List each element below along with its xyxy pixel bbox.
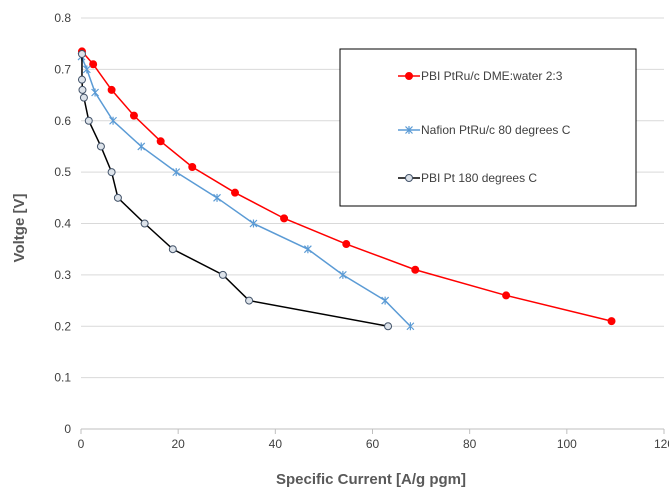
- y-tick-label: 0.5: [54, 165, 71, 179]
- x-tick-label: 120: [654, 437, 669, 451]
- legend-label: PBI Pt 180 degrees C: [421, 171, 537, 185]
- legend-box: [339, 48, 637, 207]
- series-line: [81, 50, 612, 322]
- data-point: [77, 75, 86, 84]
- y-tick-labels: 0 0.1 0.2 0.3 0.4 0.5 0.6 0.7 0.8: [54, 11, 71, 436]
- data-point: [249, 219, 258, 228]
- data-point: [82, 65, 91, 74]
- data-point: [113, 193, 122, 202]
- series-line: [80, 56, 411, 327]
- data-point: [129, 111, 138, 120]
- data-point: [137, 142, 146, 151]
- legend: PBI PtRu/c DME:water 2:3 Nafion PtRu/c 80…: [339, 48, 637, 207]
- data-point: [411, 265, 420, 274]
- data-point: [342, 240, 351, 249]
- y-tick-label: 0: [64, 422, 71, 436]
- y-tick-label: 0.6: [54, 114, 71, 128]
- data-point: [96, 142, 105, 151]
- y-tick-label: 0.4: [54, 217, 71, 231]
- data-point: [109, 116, 117, 125]
- data-point: [231, 188, 240, 197]
- data-point: [107, 168, 116, 177]
- data-point: [168, 245, 177, 254]
- y-tick-label: 0.1: [54, 371, 71, 385]
- y-tick-label: 0.3: [54, 268, 71, 282]
- data-point: [338, 270, 347, 279]
- x-tick-label: 0: [78, 437, 85, 451]
- y-tick-label: 0.8: [54, 11, 71, 25]
- x-tick-label: 20: [171, 437, 185, 451]
- data-point: [607, 317, 616, 326]
- x-tick-label: 80: [463, 437, 477, 451]
- x-tick-label: 100: [557, 437, 577, 451]
- x-tick-label: 60: [366, 437, 380, 451]
- data-point: [502, 291, 511, 300]
- series-1: [77, 47, 616, 326]
- data-series: [77, 47, 616, 331]
- x-tick-label: 40: [269, 437, 283, 451]
- legend-item: PBI Pt 180 degrees C: [398, 171, 537, 185]
- x-tick-labels: 0 20 40 60 80 100 120: [78, 437, 669, 451]
- series-2: [77, 52, 415, 331]
- data-point: [280, 214, 289, 223]
- data-point: [188, 162, 197, 171]
- data-point: [405, 126, 413, 134]
- x-axis-title: Specific Current [A/g pgm]: [276, 471, 466, 488]
- data-point: [172, 168, 181, 177]
- data-point: [213, 193, 221, 202]
- data-point: [107, 85, 116, 94]
- data-point: [89, 60, 98, 69]
- data-point: [406, 322, 415, 331]
- data-point: [384, 322, 393, 331]
- data-point: [77, 49, 86, 58]
- data-point: [140, 219, 149, 228]
- legend-item: PBI PtRu/c DME:water 2:3: [398, 69, 563, 83]
- data-point: [78, 85, 87, 94]
- data-point: [405, 72, 413, 80]
- data-point: [245, 296, 254, 305]
- y-axis-title: Voltge [V]: [11, 194, 28, 263]
- data-point: [156, 137, 165, 146]
- legend-label: Nafion PtRu/c 80 degrees C: [421, 123, 571, 137]
- data-point: [91, 88, 100, 97]
- data-point: [84, 116, 93, 125]
- y-tick-label: 0.2: [54, 319, 71, 333]
- data-point: [381, 296, 390, 305]
- data-point: [79, 93, 88, 102]
- axes: [80, 428, 665, 434]
- legend-label: PBI PtRu/c DME:water 2:3: [421, 69, 563, 83]
- data-point: [405, 174, 413, 182]
- series-3: [77, 49, 393, 331]
- data-point: [303, 245, 312, 254]
- y-tick-label: 0.7: [54, 62, 71, 76]
- legend-item: Nafion PtRu/c 80 degrees C: [398, 123, 571, 137]
- data-point: [218, 270, 227, 279]
